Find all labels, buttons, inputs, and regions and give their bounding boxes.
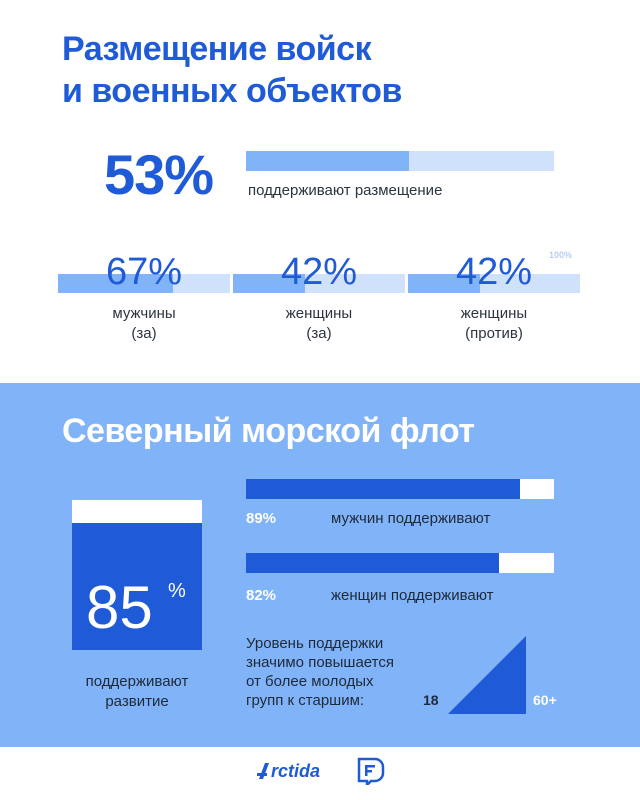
support-label-women: женщин поддерживают xyxy=(331,587,494,604)
big-stat-box xyxy=(72,500,202,650)
support-label-men: мужчин поддерживают xyxy=(331,510,491,527)
age-min-label: 18 xyxy=(423,692,439,708)
group-percent-women-for: 42% xyxy=(280,251,358,293)
group-bar-women-for-fill xyxy=(233,274,306,293)
group-percent-men: 67% xyxy=(105,251,183,293)
age-note-line4: групп к старшим: xyxy=(246,692,365,709)
group-label-women-for-line2: (за) xyxy=(306,325,332,342)
group-label-men: мужчины (за) xyxy=(58,304,230,344)
support-bar-women-fill xyxy=(246,553,499,573)
group-bar-women-against xyxy=(408,274,580,293)
age-note-line2: значимо повышается xyxy=(246,654,394,671)
main-caption: поддерживают размещение xyxy=(248,182,443,199)
group-bar-men xyxy=(58,274,230,293)
age-note-line1: Уровень поддержки xyxy=(246,635,384,652)
group-label-women-against: женщины (против) xyxy=(408,304,580,344)
big-stat-caption: поддерживают развитие xyxy=(72,672,202,712)
section1-title-line1: Размещение войск xyxy=(62,30,372,68)
support-bar-men-fill xyxy=(246,479,521,499)
big-stat-percent-sign: % xyxy=(168,580,186,602)
group-label-women-against-line1: женщины xyxy=(460,305,528,322)
scale-max-label: 100% xyxy=(549,250,573,260)
section2-title: Северный морской флот xyxy=(62,412,475,450)
support-bar-women xyxy=(246,553,554,573)
group-bar-women-against-fill xyxy=(408,274,481,293)
age-note-line3: от более молодых xyxy=(246,673,374,690)
group-percent-women-against: 42% xyxy=(455,251,533,293)
group-label-women-for-line1: женщины xyxy=(285,305,353,322)
age-trend-triangle-icon xyxy=(448,636,526,714)
support-percent-women: 82% xyxy=(246,587,277,604)
age-max-label: 60+ xyxy=(533,692,557,708)
section1-title-line2: и военных объектов xyxy=(62,72,402,110)
big-stat-caption-line1: поддерживают xyxy=(85,673,189,690)
arctida-a-icon xyxy=(257,763,269,779)
section1-title: Размещение войск и военных объектов xyxy=(62,28,582,112)
group-bar-men-fill xyxy=(58,274,174,293)
group-label-women-against-line2: (против) xyxy=(465,325,523,342)
main-percent: 53% xyxy=(104,143,214,206)
age-note: Уровень поддержки значимо повышается от … xyxy=(246,634,394,710)
partner-logo-icon xyxy=(357,757,385,785)
main-bar-fill xyxy=(246,151,410,171)
big-stat-number: 85 xyxy=(86,574,153,641)
group-bar-women-for xyxy=(233,274,405,293)
arctida-logo: rctida xyxy=(257,761,320,782)
big-stat-fill xyxy=(72,522,202,650)
group-label-women-for: женщины (за) xyxy=(233,304,405,344)
arctida-logo-text: rctida xyxy=(271,761,321,781)
support-bar-men xyxy=(246,479,554,499)
big-stat-caption-line2: развитие xyxy=(105,693,169,710)
group-label-men-line2: (за) xyxy=(131,325,157,342)
support-percent-men: 89% xyxy=(246,510,277,527)
group-label-men-line1: мужчины xyxy=(112,305,176,322)
main-bar xyxy=(246,151,554,171)
